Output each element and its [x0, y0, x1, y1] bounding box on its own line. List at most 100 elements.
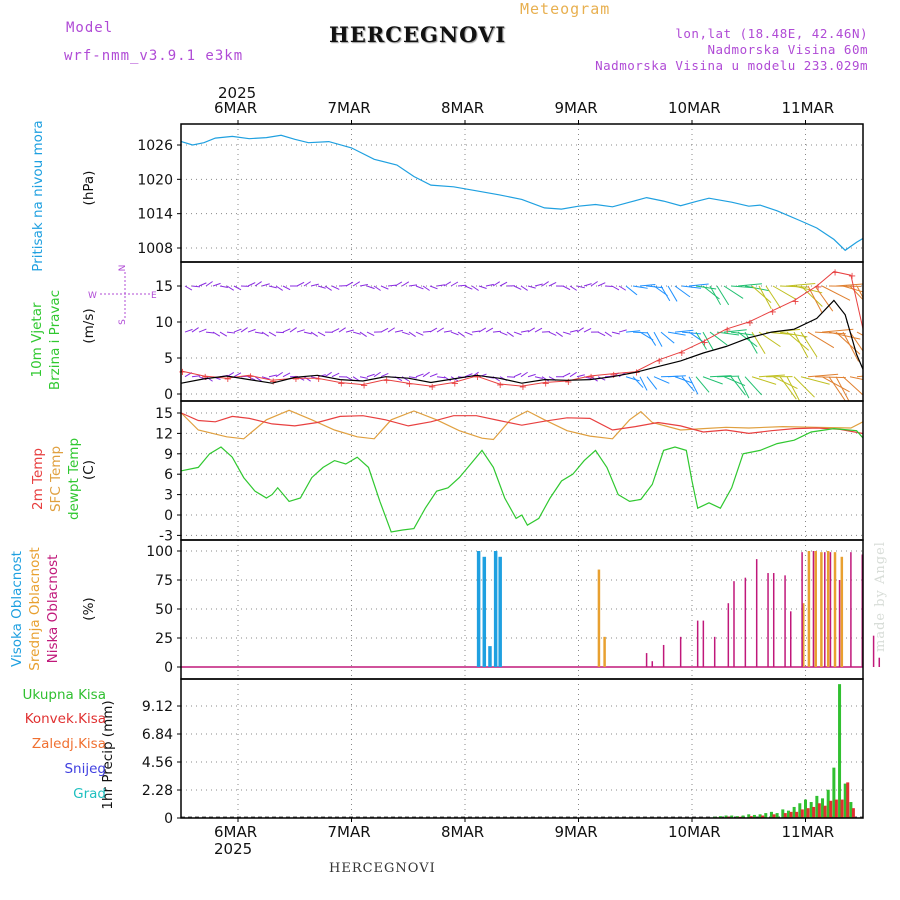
wind-barb — [191, 285, 201, 288]
wind-barb-row — [184, 281, 863, 313]
wind-barb — [324, 285, 332, 291]
precip-bar — [843, 783, 847, 818]
cloud-bar — [727, 603, 730, 667]
wind-barb — [681, 285, 702, 289]
wind-barb — [345, 329, 354, 333]
wind-barb — [247, 328, 256, 333]
model-altitude: Nadmorska Visina u modelu 233.029m — [595, 58, 868, 73]
y-tick-label: 15 — [155, 279, 173, 295]
compass-e: E — [151, 291, 157, 301]
y-tick-label: 15 — [155, 406, 173, 422]
wind-barb — [485, 327, 494, 333]
wind-barb — [744, 331, 758, 354]
cloud-bar — [772, 573, 775, 667]
wind-barb — [632, 285, 648, 289]
wind-barb — [408, 331, 416, 337]
precip-bar — [798, 803, 802, 818]
wind-barb — [184, 328, 193, 333]
precip-bar — [783, 813, 787, 818]
day-label: 7MAR — [327, 823, 371, 841]
gust-marker: + — [292, 374, 300, 385]
precip-bar — [741, 815, 745, 818]
wind-barb — [499, 281, 508, 287]
wind-barb — [842, 331, 860, 362]
y-tick-label: 9 — [164, 447, 173, 463]
wind-barb — [352, 331, 361, 335]
cloud-bar — [679, 636, 682, 667]
wind-barb — [772, 285, 797, 301]
wind-barb — [737, 376, 750, 399]
grid-lines — [181, 124, 863, 819]
wind-barb — [786, 376, 801, 401]
day-label: 9MAR — [554, 823, 598, 841]
cloud-bar — [838, 580, 841, 667]
wind-barb — [359, 283, 368, 287]
wind-barb — [814, 285, 834, 312]
wind-barb — [254, 376, 262, 382]
wind-barb — [562, 372, 571, 378]
wind-barb — [604, 285, 614, 288]
wind-barb — [198, 328, 207, 333]
wind-barb — [485, 283, 494, 287]
cloud-bar — [645, 653, 648, 667]
wind-speed-line — [181, 299, 863, 384]
wind-barb — [653, 376, 670, 384]
wind-barb — [366, 373, 375, 378]
wind-barb — [373, 285, 381, 291]
cloud-bar — [482, 556, 487, 667]
wind-barb — [436, 376, 445, 379]
y-tick-label: 100 — [146, 544, 173, 560]
cloud-bar — [872, 635, 875, 667]
wind-barb — [569, 285, 577, 291]
wind-barb — [282, 372, 291, 378]
wind-barb — [639, 283, 656, 287]
wind-barb — [443, 376, 452, 382]
wind-barb — [331, 328, 340, 333]
day-label: 10MAR — [668, 823, 721, 841]
wind-barb — [436, 284, 445, 287]
wind-barb — [674, 285, 691, 298]
wind-barb — [807, 331, 835, 349]
gust-marker: + — [678, 348, 686, 359]
gust-marker: + — [831, 268, 839, 279]
wind-barb — [702, 376, 723, 385]
gust-marker: + — [451, 378, 459, 389]
precip-bar — [826, 789, 830, 818]
precip-bar — [781, 809, 785, 818]
cloud-bar — [833, 552, 837, 667]
gust-marker: + — [383, 376, 391, 387]
wind-barb — [219, 285, 228, 289]
compass-n: N — [118, 265, 128, 272]
wind-barb — [499, 331, 508, 336]
wind-barb — [702, 331, 714, 351]
wind-barb — [835, 283, 863, 287]
wind-barb — [401, 331, 410, 336]
precip-bar — [823, 805, 827, 818]
wind-barb — [758, 285, 772, 310]
wind-barb — [254, 281, 262, 287]
wind-barb — [695, 376, 710, 393]
gust-marker: + — [201, 372, 209, 383]
cloud-bar — [696, 620, 699, 667]
y-tick-label: 6 — [164, 467, 173, 483]
cloud-bar — [603, 636, 606, 667]
cloud-bar — [789, 611, 792, 667]
wind-barb — [366, 331, 375, 337]
wind-barb — [695, 285, 717, 290]
precip-bar — [809, 802, 813, 818]
wind-barb — [303, 376, 311, 382]
wind-barb — [233, 328, 242, 333]
cloud-bar — [755, 559, 758, 667]
precip-bar — [840, 799, 844, 818]
gust-line — [181, 271, 863, 387]
cloud-bar — [597, 569, 601, 667]
day-label: 7MAR — [327, 99, 371, 117]
wind-barb — [625, 376, 640, 382]
wind-barb — [289, 327, 297, 333]
wind-barb — [660, 285, 671, 302]
wind-barb — [583, 327, 592, 333]
y-tick-label: 1008 — [137, 241, 173, 257]
wind-barb — [331, 285, 340, 290]
precip-bar — [786, 810, 790, 818]
